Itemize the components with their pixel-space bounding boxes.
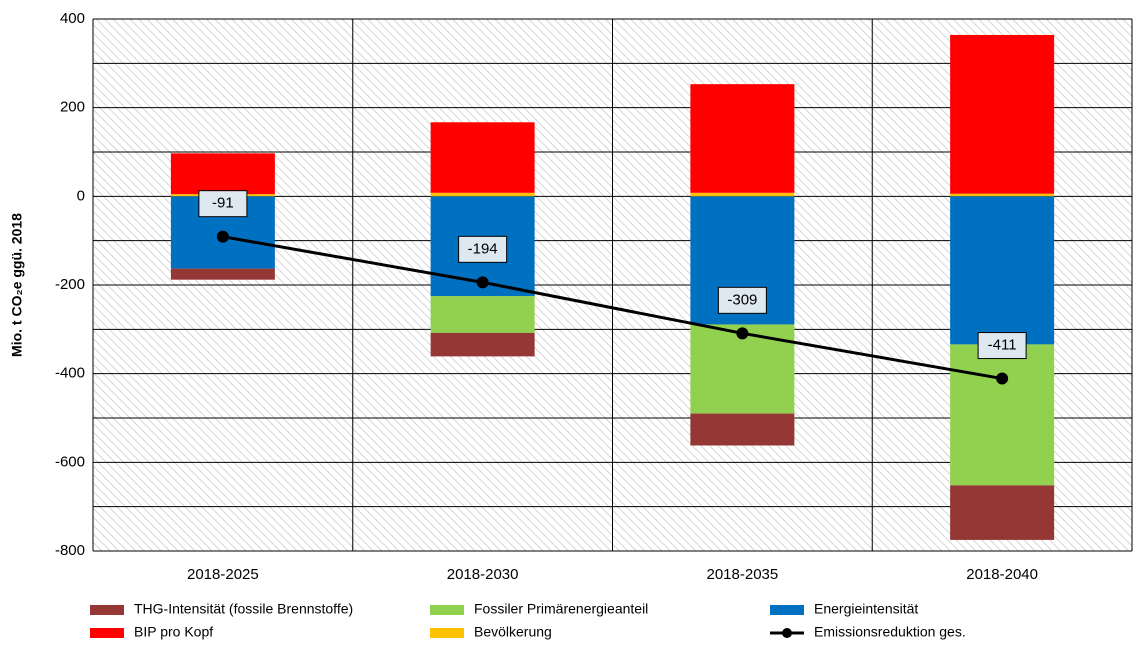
line [222,235,1003,381]
bar-segment [430,332,535,357]
line-point [996,372,1009,385]
x-tick-label: 2018-2025 [187,566,259,583]
bar-segment [950,485,1055,540]
data-label: -194 [468,240,498,257]
legend-label: Bevölkerung [474,624,552,640]
legend-swatch [90,605,124,615]
legend-swatch-point [782,628,792,638]
bar-segment [690,192,795,197]
bar-segment [690,84,795,193]
x-tick-label: 2018-2030 [447,566,519,583]
bar-segment [170,268,275,280]
x-tick-label: 2018-2035 [707,566,779,583]
y-tick-label: 200 [60,99,85,116]
data-label-box [198,190,248,218]
x-tick-label: 2018-2040 [966,566,1038,583]
data-label-box [717,286,767,314]
y-tick-label: -600 [55,453,85,470]
y-tick-label: -400 [55,365,85,382]
legend-label: Emissionsreduktion ges. [814,624,966,640]
legend-swatch [770,605,804,615]
legend-label: Energieintensität [814,601,918,617]
y-tick-label: -800 [55,542,85,559]
line-point [216,230,229,243]
legend-label: BIP pro Kopf [134,624,213,640]
legend-swatch [430,605,464,615]
bar-segment [430,122,535,193]
data-label: -91 [212,195,234,212]
data-label-box [458,235,508,263]
legend-label: Fossiler Primärenergieanteil [474,601,648,617]
y-tick-label: -200 [55,276,85,293]
data-label-box [977,332,1027,360]
legend-label: THG-Intensität (fossile Brennstoffe) [134,601,353,617]
bar-segment [170,153,275,195]
bar-segment [430,192,535,197]
y-axis-label: Mio. t CO₂e ggü. 2018 [9,213,25,357]
data-label: -309 [727,291,757,308]
data-label: -411 [988,337,1017,354]
bar-segment [950,34,1055,194]
line-point [736,327,749,340]
bar-segment [950,196,1055,345]
line-point [476,276,489,289]
y-tick-label: 0 [77,187,85,204]
legend-swatch [430,628,464,638]
bar-segment [950,344,1055,486]
legend-swatch [90,628,124,638]
bar-segment [430,296,535,333]
bar-segment [690,413,795,446]
y-tick-label: 400 [60,10,85,27]
bar-segment [950,193,1055,197]
